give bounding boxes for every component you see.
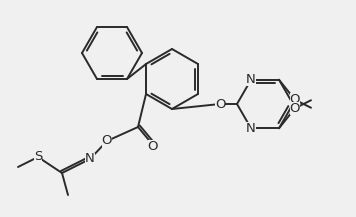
Text: N: N — [246, 122, 256, 135]
Text: O: O — [102, 135, 112, 148]
Text: N: N — [246, 73, 256, 86]
Text: S: S — [34, 151, 42, 163]
Text: O: O — [215, 97, 225, 110]
Text: O: O — [148, 140, 158, 153]
Text: O: O — [290, 102, 300, 115]
Text: O: O — [290, 93, 300, 106]
Text: N: N — [85, 153, 95, 166]
